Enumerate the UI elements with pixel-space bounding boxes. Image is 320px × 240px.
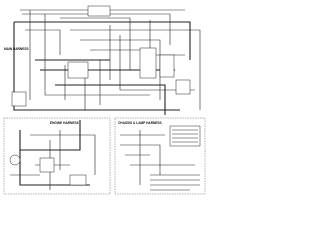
connectors <box>11 5 191 107</box>
connector <box>139 47 157 79</box>
connector <box>87 5 111 17</box>
harness-boundary <box>114 117 206 195</box>
main-harness-label: MAIN HARNESS <box>4 47 29 51</box>
wire <box>70 29 201 110</box>
legend-box <box>169 125 201 147</box>
engine-harness <box>3 117 111 195</box>
chassis-harness-label: CHASSIS & LAMP HARNESS <box>118 121 162 125</box>
harness-boundary <box>3 117 111 195</box>
connector <box>159 54 175 78</box>
engine-harness-label: ENGINE HARNESS <box>50 121 79 125</box>
component <box>39 157 55 173</box>
connector <box>175 79 191 95</box>
legend-lines <box>172 129 198 143</box>
connector <box>67 61 89 79</box>
wire <box>19 120 90 186</box>
connector <box>11 91 27 107</box>
chassis-harness <box>114 117 206 195</box>
component <box>69 174 87 186</box>
component <box>9 154 21 166</box>
background <box>0 0 209 199</box>
notes <box>150 174 200 191</box>
wire <box>13 21 191 111</box>
wire <box>120 130 195 185</box>
wiring-diagram: MAIN HARNESS ENGINE HARNESS CHASSIS & LA… <box>0 0 209 199</box>
page: MAIN HARNESS ENGINE HARNESS CHASSIS & LA… <box>0 0 209 199</box>
